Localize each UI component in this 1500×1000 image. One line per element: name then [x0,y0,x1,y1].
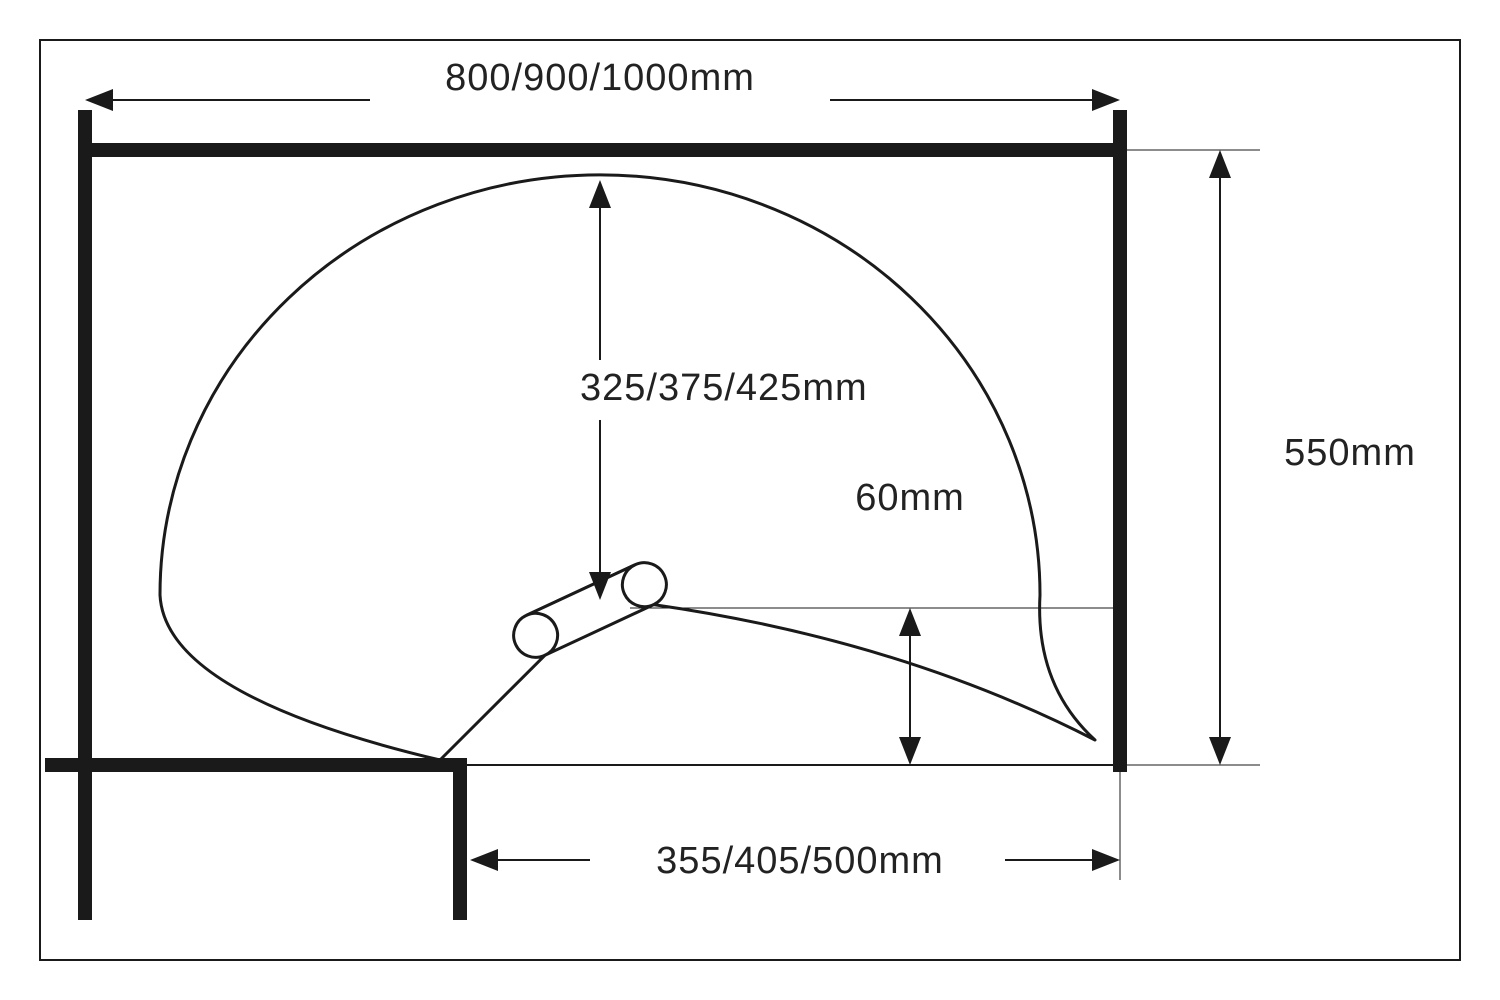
dim-right-height-label: 550mm [1284,432,1416,474]
dim-radius-label: 325/375/425mm [580,367,868,409]
dim-top-width-label: 800/900/1000mm [445,57,755,99]
dim-right-opening-label: 355/405/500mm [656,840,944,882]
dim-notch-height-label: 60mm [855,477,965,519]
